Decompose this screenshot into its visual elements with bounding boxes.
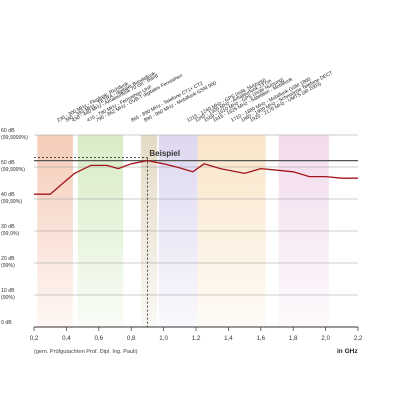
y-tick-sublabel: (99,99%)	[1, 199, 22, 205]
y-tick-label: 40 dB	[1, 192, 15, 198]
annotations: Beispiel	[34, 149, 180, 327]
y-tick-sublabel: (99,999%)	[1, 167, 25, 173]
x-tick-label: 1,8	[289, 335, 298, 342]
y-tick-label: 10 dB	[1, 288, 15, 294]
y-tick-label: 0 dB	[1, 320, 12, 326]
source-note: (gem. Prüfgutachten Prof. Dipl. Ing. Pau…	[34, 349, 138, 355]
x-tick-label: 1,4	[224, 335, 233, 342]
x-tick-label: 0,2	[30, 335, 39, 342]
y-tick-sublabel: (99,9%)	[1, 231, 19, 237]
y-tick-sublabel: (90%)	[1, 295, 15, 301]
x-tick-label: 0,6	[94, 335, 103, 342]
y-tick-label: 30 dB	[1, 224, 15, 230]
series-line	[34, 159, 358, 195]
y-tick-label: 60 dB	[1, 128, 15, 134]
x-tick-label: 0,8	[127, 335, 136, 342]
x-tick-label: 0,4	[62, 335, 71, 342]
y-tick-label: 50 dB	[1, 160, 15, 166]
annotation-label: Beispiel	[149, 149, 180, 158]
y-tick-sublabel: (99%)	[1, 263, 15, 269]
x-tick-label: 2,2	[354, 335, 363, 342]
x-tick-label: 2,0	[321, 335, 330, 342]
y-tick-sublabel: (99,9999%)	[1, 135, 28, 141]
x-tick-label: 1,6	[256, 335, 265, 342]
x-tick-label: 1,0	[159, 335, 168, 342]
x-tick-label: 1,2	[192, 335, 201, 342]
x-axis-label: in GHz	[337, 348, 358, 355]
series	[34, 159, 358, 195]
y-tick-label: 20 dB	[1, 256, 15, 262]
axes: 60 dB(99,9999%) 50 dB(99,999%) 40 dB(99,99…	[1, 128, 363, 342]
